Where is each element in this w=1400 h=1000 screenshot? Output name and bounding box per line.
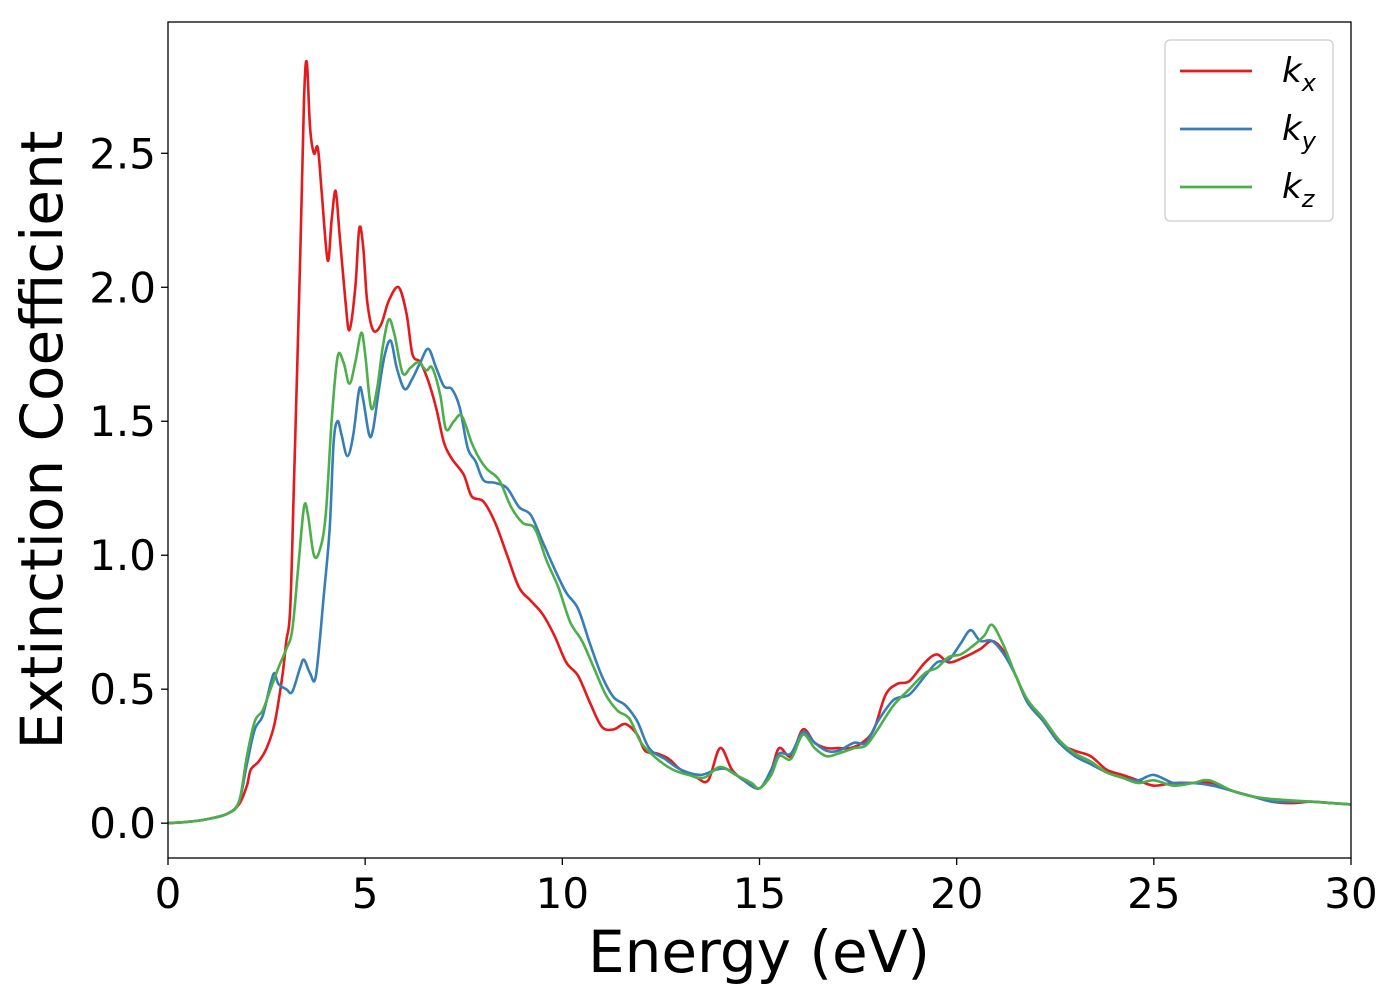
x-tick-label: 30 <box>1324 869 1377 918</box>
plot-area <box>168 22 1351 858</box>
y-axis: 0.0 0.5 1.0 1.5 2.0 2.5 <box>89 129 168 848</box>
y-tick-label: 0.0 <box>89 799 156 848</box>
series-line-k-y <box>167 339 1352 825</box>
y-tick-label: 1.0 <box>89 531 156 580</box>
y-tick-label: 2.0 <box>89 263 156 312</box>
x-tick-label: 5 <box>352 869 379 918</box>
legend-label-k-x: kx <box>1282 51 1317 97</box>
legend-label-k-y: ky <box>1282 109 1317 155</box>
x-tick-label: 20 <box>930 869 983 918</box>
legend-label-main: k <box>1282 51 1303 91</box>
legend-box <box>1164 39 1334 222</box>
y-axis-title: Extinction Coefficient <box>8 131 76 750</box>
y-tick-label: 1.5 <box>89 397 156 446</box>
legend-label-main: k <box>1282 109 1303 149</box>
x-tick-label: 0 <box>155 869 182 918</box>
legend-label-main: k <box>1282 167 1303 207</box>
x-axis: 0 5 10 15 20 25 30 <box>155 858 1378 918</box>
x-tick-label: 15 <box>733 869 786 918</box>
legend-label-subscript: y <box>1301 127 1317 155</box>
x-tick-label: 10 <box>536 869 589 918</box>
legend-label-k-z: kz <box>1282 167 1316 213</box>
y-tick-label: 2.5 <box>89 129 156 178</box>
y-tick-label: 0.5 <box>89 665 156 714</box>
series-layer <box>167 59 1352 825</box>
series-line-k-z <box>167 317 1352 825</box>
x-axis-title: Energy (eV) <box>588 918 930 986</box>
legend-label-subscript: x <box>1301 69 1317 97</box>
x-tick-label: 25 <box>1127 869 1180 918</box>
legend-label-subscript: z <box>1301 185 1316 213</box>
